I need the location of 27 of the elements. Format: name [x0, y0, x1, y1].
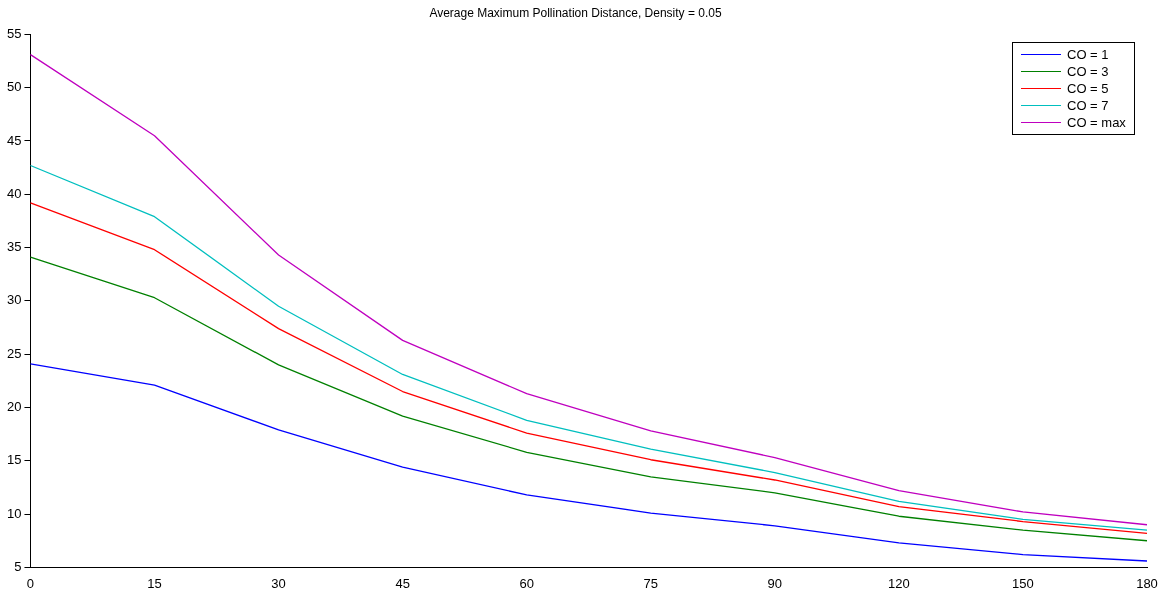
x-tick-label: 0	[26, 575, 35, 591]
y-tick-label: 40	[6, 185, 22, 201]
y-tick-label: 50	[6, 79, 22, 95]
y-tick-label: 20	[6, 399, 22, 415]
x-tick-label: 75	[643, 575, 658, 591]
x-tick-label: 45	[395, 575, 410, 591]
x-tick-label: 180	[1136, 575, 1158, 591]
legend-label: CO = 7	[1067, 98, 1109, 114]
x-tick-label: 30	[271, 575, 286, 591]
chart-title: Average Maximum Pollination Distance, Density = 0.05	[429, 5, 722, 20]
x-tick-label: 150	[1012, 575, 1034, 591]
y-tick-label: 55	[6, 25, 22, 41]
x-tick-label: 120	[888, 575, 910, 591]
x-tick-label: 15	[147, 575, 162, 591]
legend-label: CO = 3	[1067, 64, 1109, 80]
y-tick-label: 25	[6, 345, 22, 361]
x-tick-label: 90	[767, 575, 783, 591]
legend-label: CO = 1	[1067, 47, 1109, 63]
legend-label: CO = max	[1067, 115, 1126, 131]
y-tick-label: 5	[14, 558, 22, 574]
x-tick-label: 60	[519, 575, 534, 591]
y-tick-label: 10	[6, 505, 22, 521]
y-tick-label: 30	[6, 292, 22, 308]
legend-label: CO = 5	[1067, 81, 1109, 97]
y-tick-label: 35	[6, 239, 22, 255]
y-tick-label: 15	[6, 452, 22, 468]
y-tick-label: 45	[6, 132, 22, 148]
